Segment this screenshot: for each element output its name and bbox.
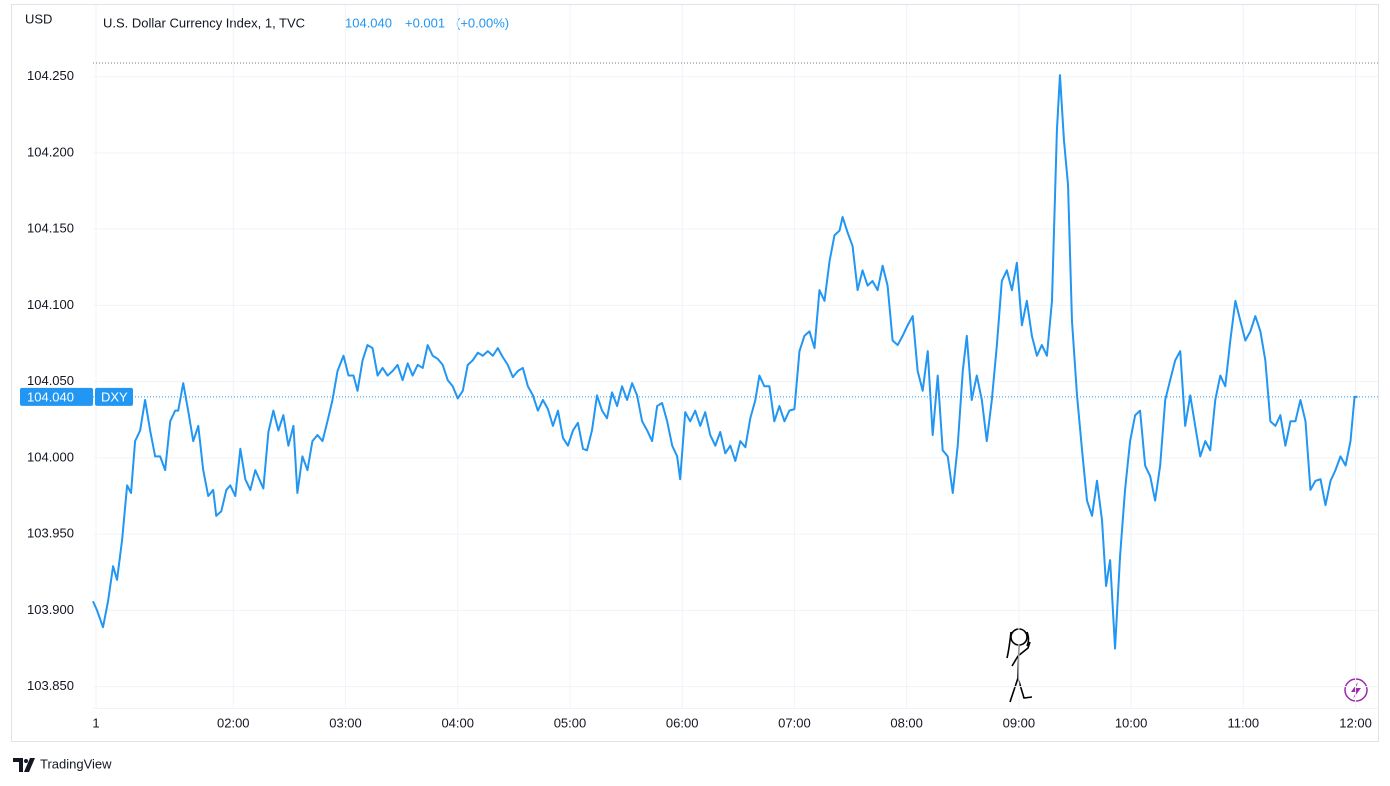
x-tick-label: 06:00 [666,715,699,730]
x-tick-label: 08:00 [890,715,923,730]
x-tick-label: 04:00 [441,715,474,730]
y-tick-label: 104.150 [27,221,74,236]
unit-label: USD [25,11,52,26]
chart-frame [11,4,1379,742]
x-tick-label: 1 [92,715,99,730]
y-tick-label: 104.100 [27,297,74,312]
y-tick-label: 104.200 [27,144,74,159]
x-tick-label: 07:00 [778,715,811,730]
price-tag-box [20,387,93,406]
grid [93,5,1378,708]
x-tick-label: 03:00 [329,715,362,730]
price-change-pct: (+0.00%) [456,15,509,30]
y-tick-label: 103.900 [27,602,74,617]
price-line-series [92,74,1358,650]
brand-name: TradingView [40,756,112,771]
brand-logo [13,758,35,772]
price-tag-label: 104.040 [27,389,74,404]
symbol-tag-label: DXY [101,389,128,404]
x-tick-label: 05:00 [554,715,587,730]
y-tick-label: 104.250 [27,68,74,83]
stick-figure [1006,628,1033,703]
y-tick-label: 104.050 [27,373,74,388]
x-tick-label: 12:00 [1339,715,1372,730]
x-tick-label: 10:00 [1115,715,1148,730]
y-tick-label: 103.950 [27,526,74,541]
x-tick-label: 11:00 [1228,715,1260,730]
y-tick-label: 103.850 [27,678,74,693]
y-tick-label: 104.000 [27,449,74,464]
chart-title: U.S. Dollar Currency Index, 1, TVC [103,15,305,30]
price-change: +0.001 [405,15,445,30]
symbol-tag-box [95,387,133,406]
x-tick-label: 09:00 [1003,715,1036,730]
last-price: 104.040 [345,15,392,30]
x-tick-label: 02:00 [217,715,250,730]
